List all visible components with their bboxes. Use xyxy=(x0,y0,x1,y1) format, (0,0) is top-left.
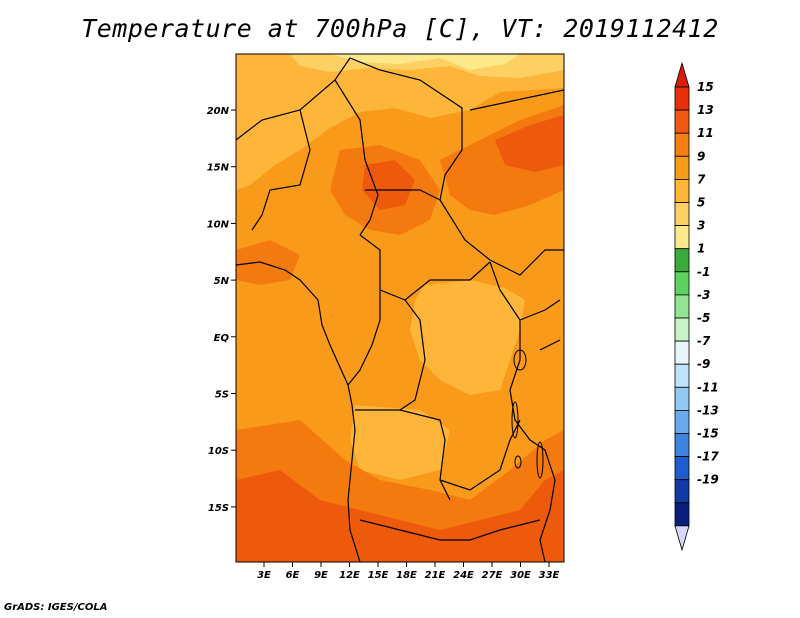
lon-label: 3E xyxy=(257,570,271,581)
colorbar-label: -5 xyxy=(697,311,710,325)
colorbar-swatch xyxy=(674,248,690,273)
colorbar-swatch xyxy=(674,271,690,296)
colorbar-label: -3 xyxy=(697,288,710,302)
field-angola-7-9 xyxy=(350,405,450,480)
colorbar-swatch xyxy=(674,155,690,180)
colorbar-swatch xyxy=(674,178,690,203)
field-chad-13-15 xyxy=(362,160,415,210)
colorbar-label: 9 xyxy=(697,149,705,163)
colorbar-swatch xyxy=(674,294,690,319)
colorbar-swatch xyxy=(674,132,690,157)
colorbar-label: -1 xyxy=(697,265,710,279)
colorbar-label: 7 xyxy=(697,172,706,186)
colorbar-label: 13 xyxy=(697,103,714,117)
colorbar-swatch xyxy=(674,433,690,458)
lon-label: 21E xyxy=(425,570,446,581)
lon-label: 15E xyxy=(368,570,389,581)
latitude-axis: 20N 15N 10N 5N EQ 5S 10S 15S xyxy=(207,106,236,514)
lat-label: 5S xyxy=(215,390,229,401)
colorbar-bottom-arrow xyxy=(674,525,690,552)
colorbar-label: 1 xyxy=(697,242,705,256)
lat-label: EQ xyxy=(214,333,230,344)
field-north-7-9 xyxy=(236,54,564,190)
colorbar-swatch xyxy=(674,109,690,134)
colorbar-swatch xyxy=(674,479,690,504)
colorbar-label: -9 xyxy=(697,357,710,371)
lon-label: 18E xyxy=(396,570,417,581)
lon-label: 12E xyxy=(339,570,360,581)
colorbar-swatch xyxy=(674,340,690,365)
colorbar-label: 15 xyxy=(697,80,714,94)
grads-credit: GrADS: IGES/COLA xyxy=(4,602,108,613)
temperature-field xyxy=(236,54,564,562)
colorbar-label: -17 xyxy=(697,450,719,464)
lon-label: 6E xyxy=(286,570,300,581)
lat-label: 10S xyxy=(208,446,229,457)
colorbar-swatch xyxy=(674,202,690,227)
field-south-13-15 xyxy=(236,470,564,562)
lakes xyxy=(511,349,544,479)
colorbar-label: -15 xyxy=(697,427,719,441)
lon-label: 30E xyxy=(510,570,531,581)
longitude-axis: 3E 6E 9E 12E 15E 18E 21E 24E 27E 30E 33E xyxy=(257,562,560,581)
colorbar-swatch xyxy=(674,317,690,342)
lat-label: 15S xyxy=(208,503,229,514)
field-westafrica-11-13 xyxy=(236,240,300,285)
colorbar-top-arrow xyxy=(674,61,690,88)
lon-label: 9E xyxy=(314,570,328,581)
lon-label: 27E xyxy=(482,570,503,581)
lat-label: 15N xyxy=(207,163,230,174)
colorbar-swatch xyxy=(674,409,690,434)
field-congo-7-9 xyxy=(410,280,525,395)
colorbar-label: -11 xyxy=(697,380,719,394)
colorbar-swatch xyxy=(674,386,690,411)
field-sudan-13-15 xyxy=(495,115,564,172)
lat-label: 5N xyxy=(214,276,230,287)
colorbar: 15 13 11 9 7 5 3 1 -1 -3 -5 -7 -9 -11 -13 -15 -17 -19 xyxy=(674,61,719,552)
colorbar-swatch xyxy=(674,502,690,527)
colorbar-label: -19 xyxy=(697,473,719,487)
lon-label: 24E xyxy=(453,570,474,581)
colorbar-swatch xyxy=(674,363,690,388)
colorbar-label: 3 xyxy=(697,219,705,233)
lat-label: 10N xyxy=(207,219,230,230)
field-north-3-5 xyxy=(330,54,520,70)
lon-label: 33E xyxy=(539,570,560,581)
lat-label: 20N xyxy=(207,106,230,117)
colorbar-label: 5 xyxy=(697,196,705,210)
plot-title: Temperature at 700hPa [C], VT: 201911241… xyxy=(81,14,719,43)
field-atlantic-9-11 xyxy=(236,330,330,425)
colorbar-label: 11 xyxy=(697,126,714,140)
colorbar-label: -13 xyxy=(697,403,719,417)
colorbar-swatch xyxy=(674,456,690,481)
map-frame xyxy=(235,53,565,563)
colorbar-label: -7 xyxy=(697,334,711,348)
colorbar-swatch xyxy=(674,225,690,250)
colorbar-swatch xyxy=(674,86,690,111)
